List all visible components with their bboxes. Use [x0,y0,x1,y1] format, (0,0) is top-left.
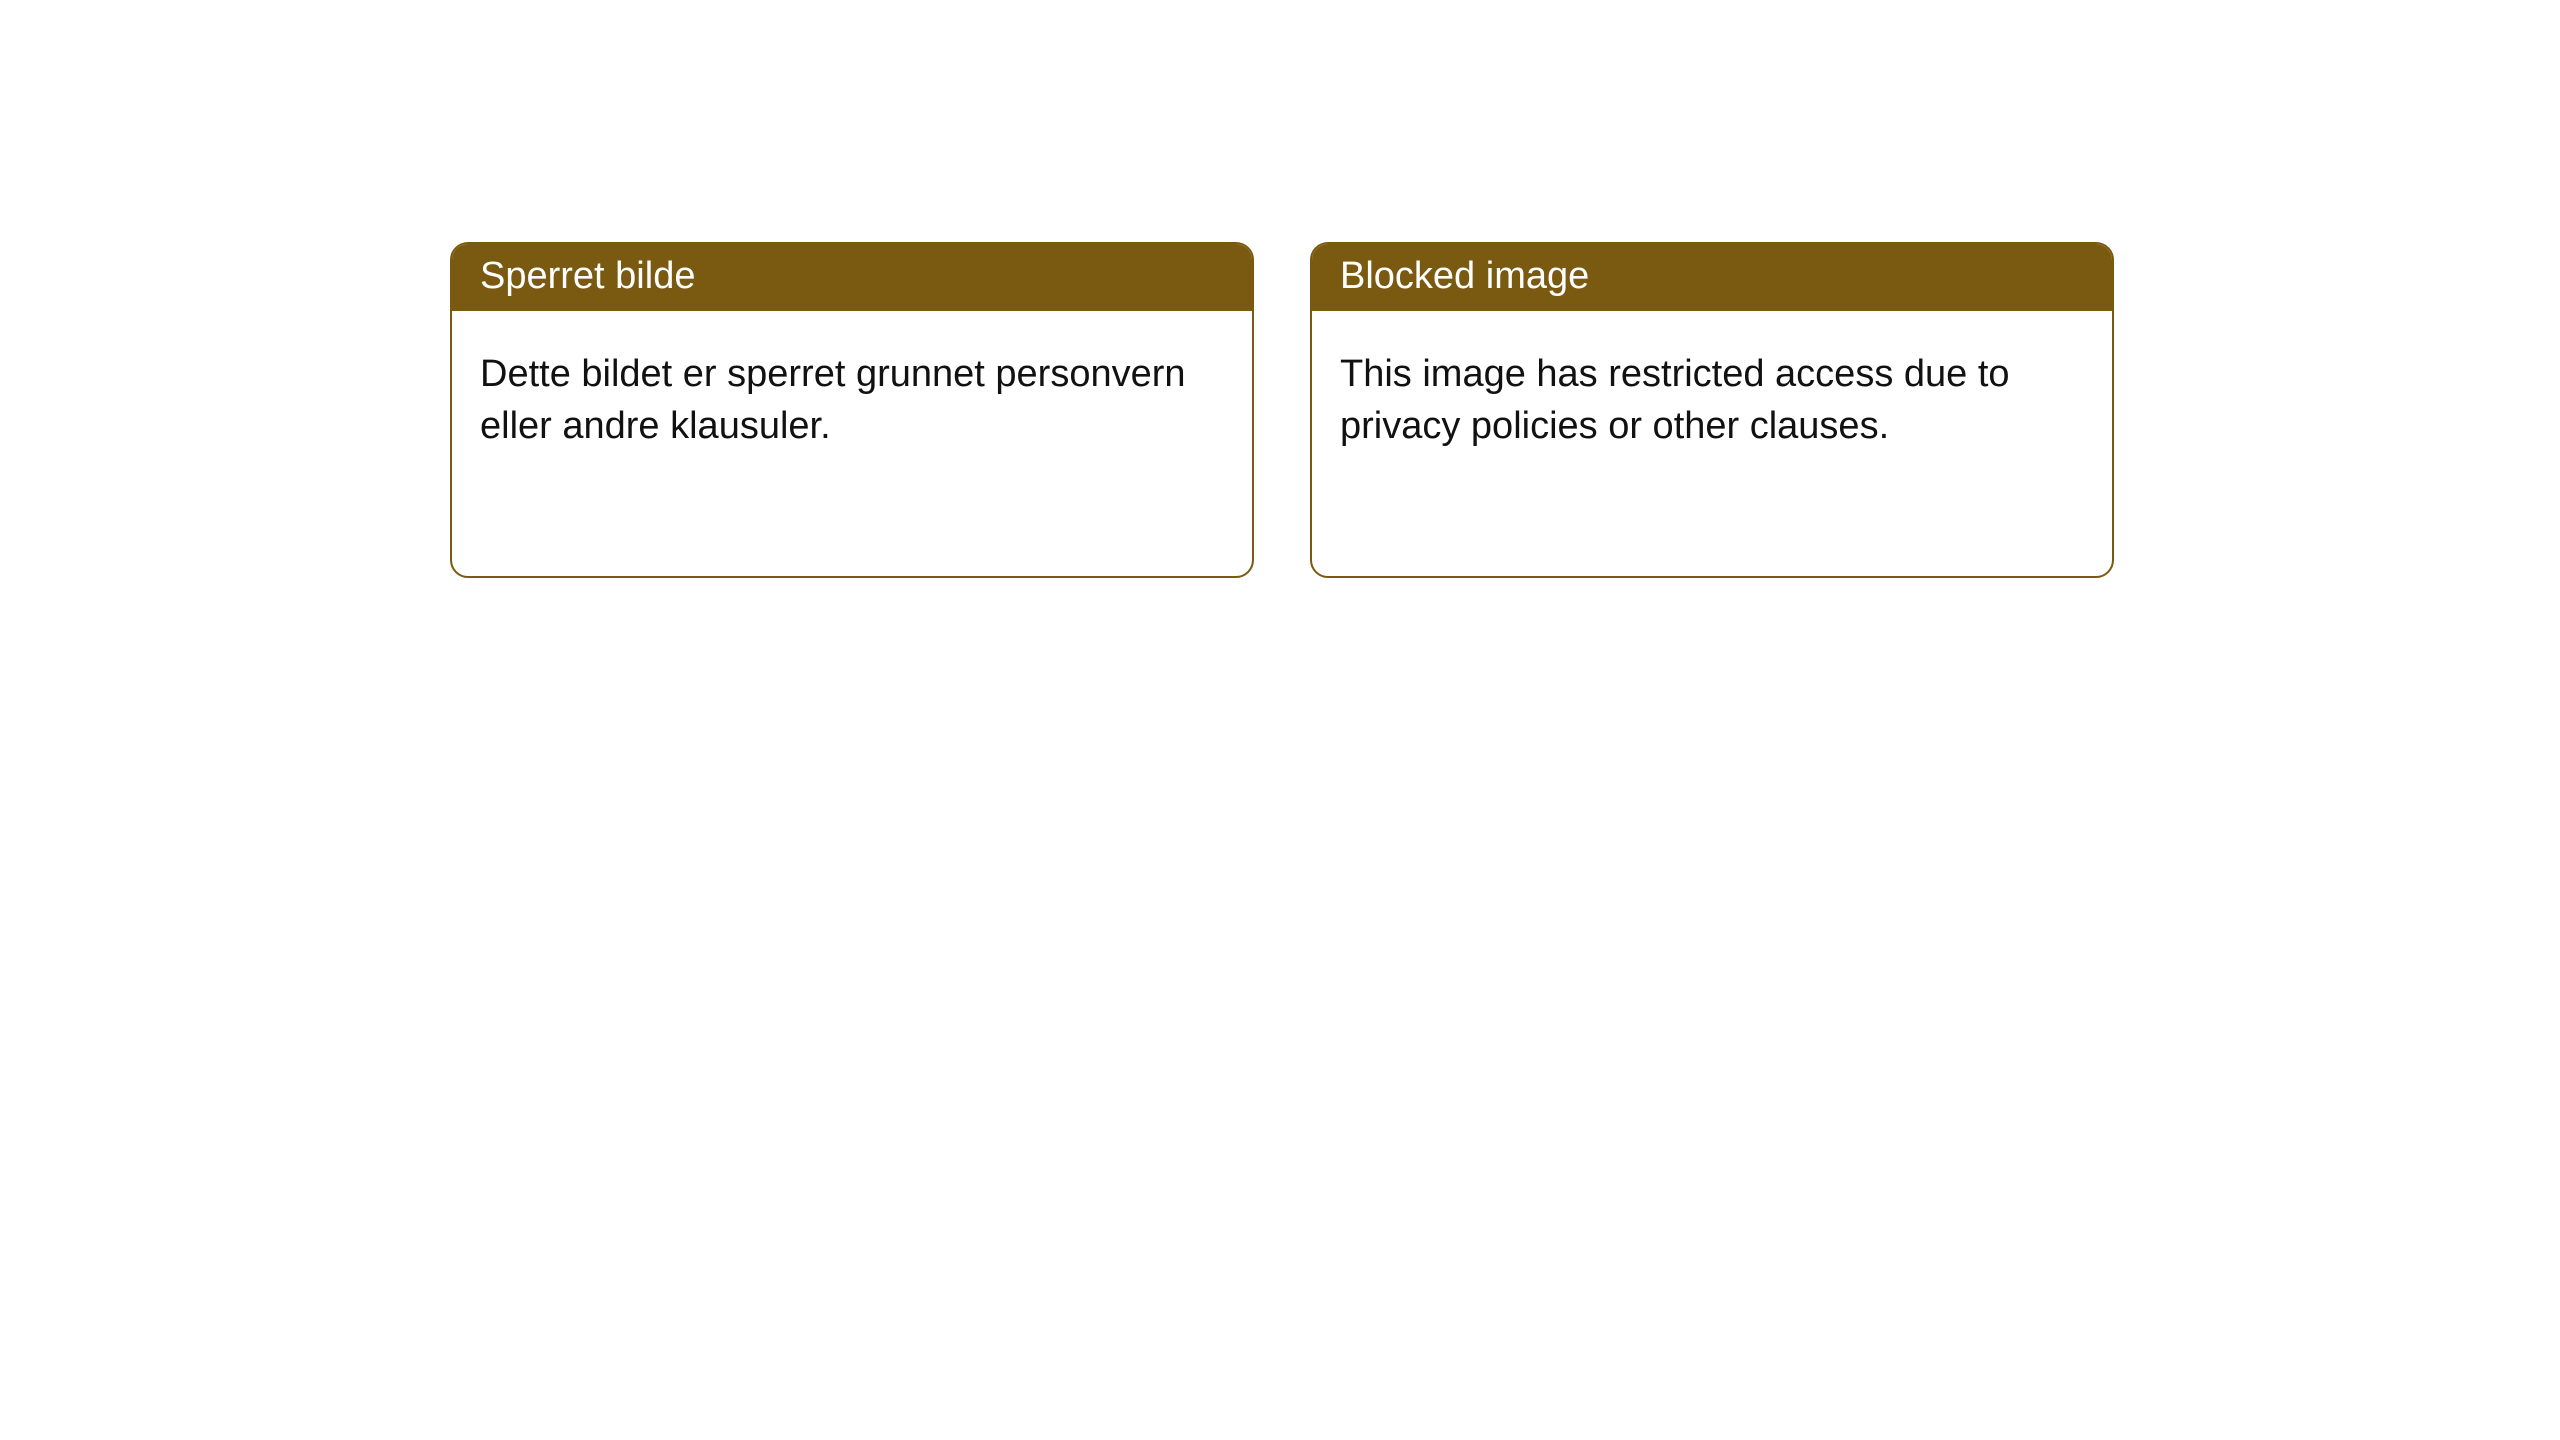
notice-card-english: Blocked image This image has restricted … [1310,242,2114,578]
notice-title: Sperret bilde [480,255,695,297]
notice-body: This image has restricted access due to … [1312,311,2112,480]
notice-body: Dette bildet er sperret grunnet personve… [452,311,1252,480]
notice-header: Sperret bilde [452,244,1252,311]
notice-container: Sperret bilde Dette bildet er sperret gr… [0,0,2560,578]
notice-message: Dette bildet er sperret grunnet personve… [480,353,1186,446]
notice-card-norwegian: Sperret bilde Dette bildet er sperret gr… [450,242,1254,578]
notice-header: Blocked image [1312,244,2112,311]
notice-title: Blocked image [1340,255,1589,297]
notice-message: This image has restricted access due to … [1340,353,2010,446]
